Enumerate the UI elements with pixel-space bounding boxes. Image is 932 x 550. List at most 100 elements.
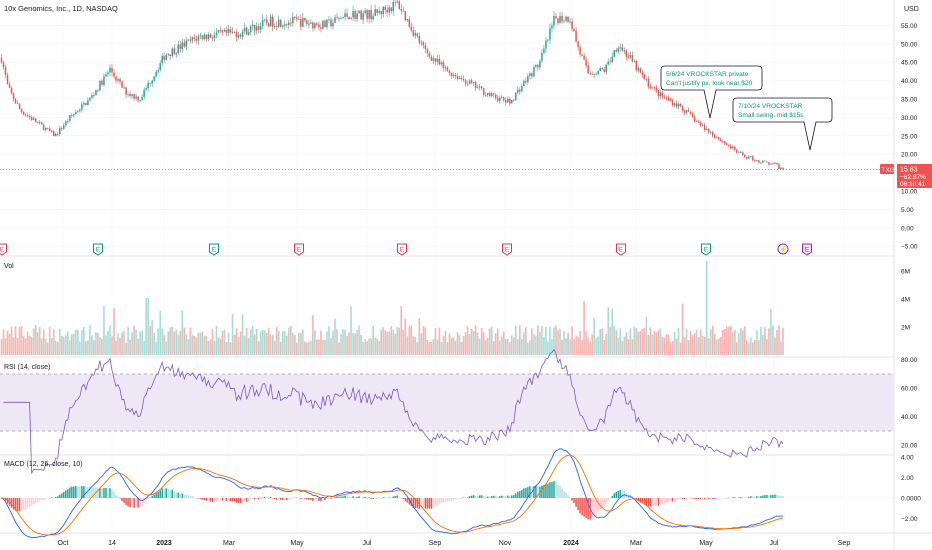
volume-bar xyxy=(432,339,435,355)
candle-body xyxy=(474,82,477,89)
volume-tick-label: 6M xyxy=(901,269,910,276)
volume-bar xyxy=(629,328,632,355)
macd-histogram-bar xyxy=(404,498,407,502)
volume-bar xyxy=(478,338,481,355)
macd-histogram xyxy=(0,481,784,520)
earnings-markers[interactable]: E E E E E E E E ⚡ E xyxy=(0,243,812,256)
candle-body xyxy=(24,114,27,116)
volume-bar xyxy=(772,325,774,355)
volume-bar xyxy=(255,328,258,355)
ticker-badge xyxy=(880,164,894,174)
macd-histogram-bar xyxy=(392,496,395,498)
volume-bar xyxy=(73,333,75,355)
volume-bar xyxy=(368,338,370,355)
volume-bar xyxy=(742,330,744,355)
macd-histogram-bar xyxy=(10,498,13,508)
candle-body xyxy=(34,118,37,123)
candle-body xyxy=(360,10,362,20)
candle-body xyxy=(95,90,97,96)
volume-bar xyxy=(760,326,762,355)
annotation-line-1: 5/6/24 VROCKSTAR private xyxy=(666,71,749,78)
volume-bar xyxy=(758,340,760,355)
macd-histogram-bar xyxy=(659,498,662,505)
volume-bar xyxy=(653,330,656,355)
earnings-marker[interactable] xyxy=(0,243,7,256)
earnings-marker[interactable] xyxy=(502,243,512,256)
macd-histogram-bar xyxy=(655,498,658,506)
macd-histogram-bar xyxy=(422,498,425,509)
volume-bar xyxy=(147,297,149,355)
volume-bar xyxy=(585,331,587,355)
candle-body xyxy=(151,80,153,84)
earnings-marker[interactable] xyxy=(802,243,812,256)
candle-body xyxy=(519,89,521,92)
volume-bar xyxy=(770,308,772,355)
candle-body xyxy=(101,80,103,85)
macd-histogram-bar xyxy=(99,487,101,498)
time-axis-labels[interactable]: Oct 14 2023 Mar May Jul Sep Nov 2024 Mar May Jul Sep xyxy=(58,540,851,547)
candle-body xyxy=(280,19,282,27)
volume-bar xyxy=(703,336,706,355)
candle-body xyxy=(517,89,519,93)
macd-histogram-bar xyxy=(183,494,186,498)
candle-body xyxy=(756,160,758,162)
candle-body xyxy=(69,115,71,122)
annotation-callout[interactable]: 5/6/24 VROCKSTAR private Can't justify p… xyxy=(660,65,763,119)
annotation-callout[interactable]: 7/10/24 VROCKSTAR Small swing, mid $15s xyxy=(732,97,833,151)
candle-body xyxy=(378,11,380,13)
candle-body xyxy=(338,17,340,19)
earnings-marker[interactable] xyxy=(616,243,626,256)
volume-bar xyxy=(727,326,730,355)
candle-body xyxy=(424,45,427,50)
earnings-marker[interactable] xyxy=(93,243,103,256)
macd-histogram-bar xyxy=(233,498,236,502)
candle-body xyxy=(760,162,762,164)
candle-body xyxy=(436,58,439,62)
macd-histogram-bar xyxy=(585,498,587,518)
macd-histogram-bar xyxy=(647,498,650,507)
candle-body xyxy=(780,167,782,169)
volume-bar xyxy=(279,341,282,355)
volume-bar xyxy=(384,330,387,355)
macd-histogram-bar xyxy=(515,493,517,498)
candle-body xyxy=(721,140,724,142)
macd-histogram-bar xyxy=(732,497,734,498)
macd-histogram-bar xyxy=(235,498,238,503)
candle-body xyxy=(681,106,684,111)
candle-body xyxy=(484,94,487,96)
candle-body xyxy=(591,73,593,75)
earnings-marker[interactable] xyxy=(397,243,407,256)
volume-bar xyxy=(40,338,43,355)
candle-body xyxy=(354,10,356,19)
earnings-marker[interactable] xyxy=(209,243,219,256)
volume-bar xyxy=(695,329,698,355)
volume-bar xyxy=(717,338,720,355)
annotation-line-2: Small swing, mid $15s xyxy=(738,112,804,119)
volume-bar xyxy=(89,325,91,355)
volume-bar xyxy=(422,326,425,355)
volume-bar xyxy=(404,318,407,355)
volume-bar xyxy=(338,342,340,355)
candle-body xyxy=(641,72,644,75)
candle-body xyxy=(551,25,553,29)
earnings-marker[interactable] xyxy=(701,243,711,256)
volume-bar xyxy=(386,331,389,355)
macd-histogram-bar xyxy=(705,498,708,500)
volume-bar xyxy=(685,329,688,355)
event-marker[interactable] xyxy=(777,243,789,255)
price-axis-ticks[interactable]: 55.00 50.00 45.00 40.00 35.00 30.00 25.00 20.00… xyxy=(901,23,918,251)
volume-bar xyxy=(460,341,463,355)
time-tick-label: Sep xyxy=(429,540,442,547)
macd-histogram-bar xyxy=(603,498,605,506)
macd-histogram-bar xyxy=(129,498,131,508)
volume-bar xyxy=(127,326,129,355)
macd-histogram-bar xyxy=(496,496,499,498)
candle-body xyxy=(173,48,176,55)
earnings-marker[interactable] xyxy=(294,243,304,256)
volume-bar xyxy=(281,331,284,355)
volume-bar xyxy=(390,326,393,355)
candle-body xyxy=(20,109,23,112)
candle-body xyxy=(63,125,65,129)
candle-body xyxy=(633,60,636,62)
